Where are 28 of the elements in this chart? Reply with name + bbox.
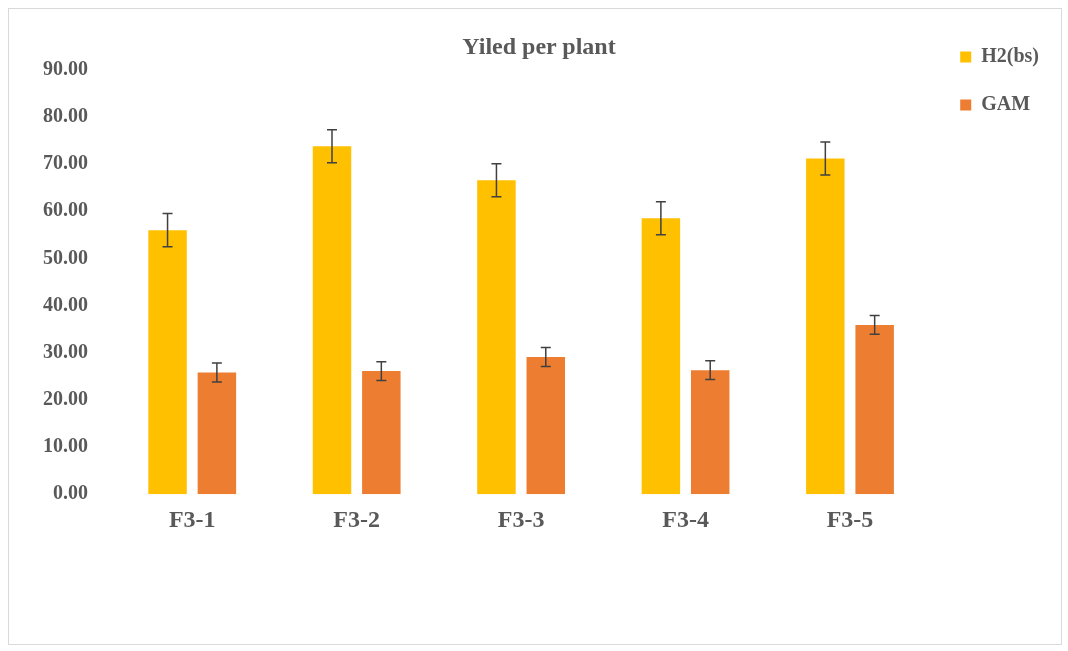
bar — [362, 371, 401, 495]
bar — [148, 230, 187, 495]
y-tick-label: 30.00 — [43, 339, 88, 362]
y-tick-label: 10.00 — [43, 434, 88, 457]
x-tick-label: F3-4 — [662, 505, 709, 532]
bar — [806, 158, 845, 495]
x-tick-label: F3-2 — [333, 505, 380, 532]
bar — [526, 356, 566, 495]
bar — [197, 372, 237, 495]
y-tick-label: 50.00 — [43, 245, 88, 268]
bar — [312, 146, 352, 495]
legend-label: H2(bs) — [981, 44, 1040, 68]
y-tick-label: 0.00 — [53, 481, 88, 504]
legend-label: GAM — [981, 92, 1031, 115]
y-tick-label: 70.00 — [43, 151, 88, 174]
y-tick-label: 40.00 — [43, 292, 88, 315]
y-tick-label: 60.00 — [43, 198, 88, 221]
x-tick-label: F3-5 — [826, 505, 874, 532]
x-tick-label: F3-3 — [497, 505, 545, 532]
y-tick-label: 90.00 — [43, 56, 88, 79]
bar — [855, 324, 894, 495]
y-tick-label: 20.00 — [43, 387, 88, 410]
x-tick-label: F3-1 — [168, 505, 216, 532]
bar — [477, 180, 516, 495]
y-tick-label: 80.00 — [43, 104, 88, 127]
bar — [641, 218, 681, 495]
bar — [690, 370, 730, 495]
chart-title: Yiled per plant — [462, 32, 616, 59]
